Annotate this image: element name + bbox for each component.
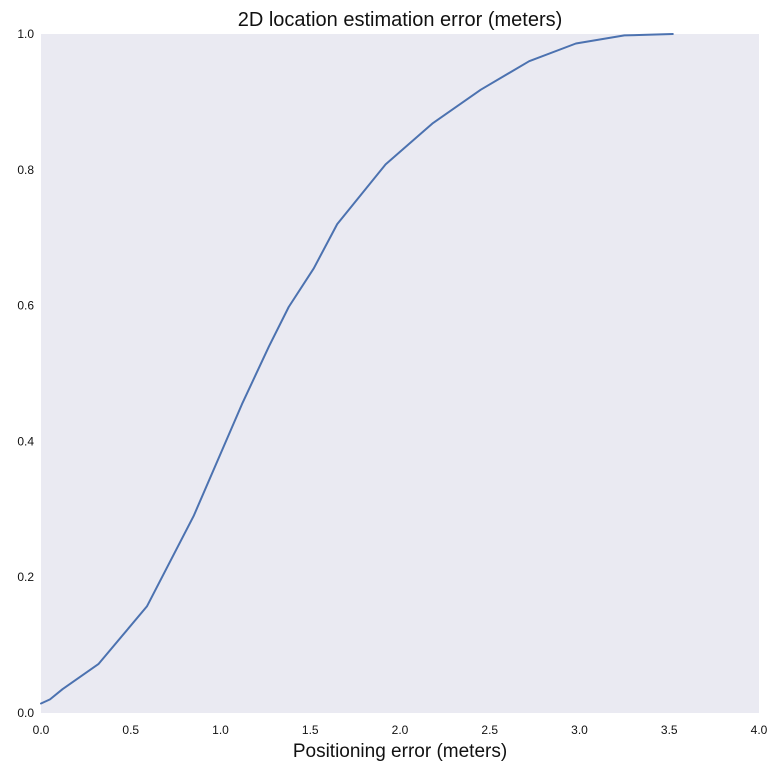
x-tick-label: 1.5: [302, 723, 319, 737]
y-tick-label: 0.2: [17, 570, 34, 584]
y-tick-label: 0.4: [17, 434, 34, 448]
y-tick-label: 0.8: [17, 163, 34, 177]
x-tick-label: 3.0: [571, 723, 588, 737]
chart-title: 2D location estimation error (meters): [238, 9, 563, 31]
x-axis-label: Positioning error (meters): [293, 741, 507, 762]
x-tick-label: 0.5: [122, 723, 139, 737]
x-tick-label: 4.0: [751, 723, 768, 737]
y-tick-label: 0.6: [17, 299, 34, 313]
axis-ticks: 0.0 0.5 1.0 1.5 2.0 2.5 3.0 3.5 4.0 0.0 0.2 0.4 0.6 0…: [17, 27, 767, 737]
x-tick-label: 3.5: [661, 723, 678, 737]
x-tick-label: 0.0: [33, 723, 50, 737]
series-group: [40, 33, 674, 705]
y-tick-label: 0.0: [17, 706, 34, 720]
x-tick-label: 2.5: [481, 723, 498, 737]
x-tick-label: 1.0: [212, 723, 229, 737]
series-line: [40, 33, 674, 705]
x-tick-label: 2.0: [392, 723, 409, 737]
plot-area: [41, 34, 759, 713]
y-tick-label: 1.0: [17, 27, 34, 41]
